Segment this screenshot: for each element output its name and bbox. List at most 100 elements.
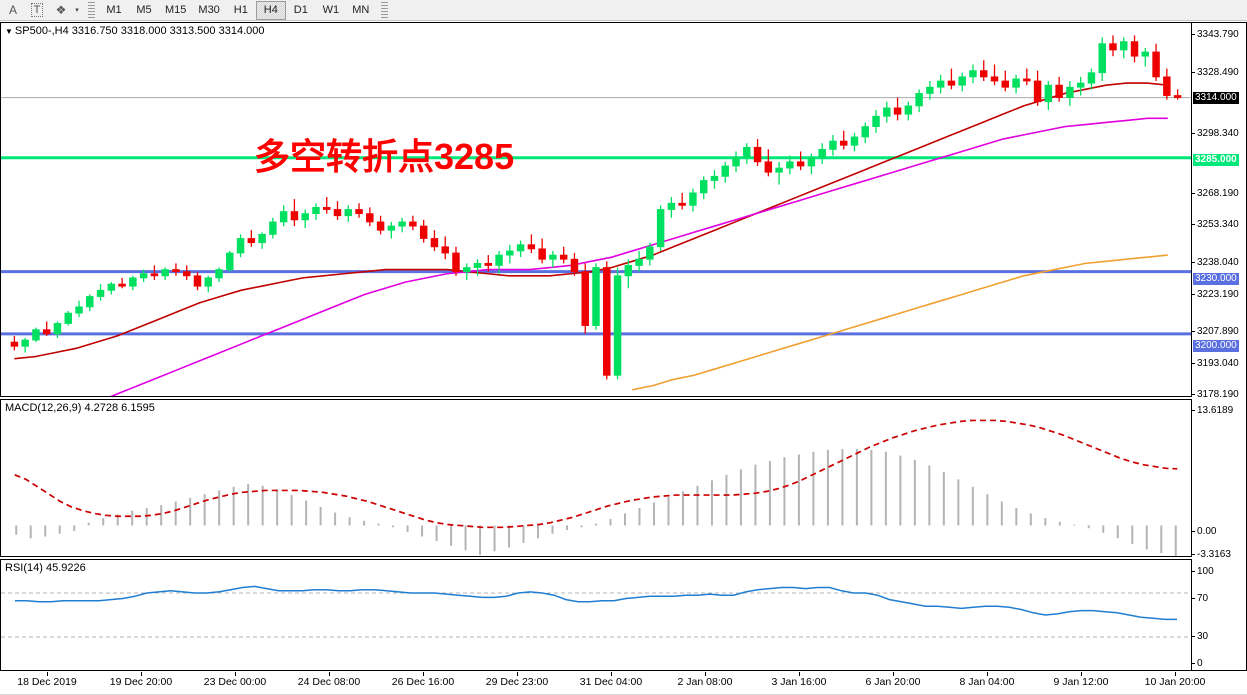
candle bbox=[656, 205, 665, 251]
candle-body bbox=[441, 246, 449, 254]
price-scale-tick: 3268.190 bbox=[1192, 188, 1239, 199]
candle bbox=[678, 192, 686, 210]
candle bbox=[463, 263, 471, 280]
candle-body bbox=[118, 283, 126, 287]
candle-body bbox=[1087, 72, 1096, 84]
time-axis-label: 18 Dec 2019 bbox=[17, 676, 77, 688]
timeframe-d1[interactable]: D1 bbox=[293, 4, 308, 16]
timeframe-mn[interactable]: MN bbox=[352, 4, 370, 16]
candle bbox=[172, 263, 180, 276]
toolbar-grip-handle[interactable] bbox=[88, 1, 95, 19]
macd-pane[interactable]: MACD(12,26,9) 4.2728 6.1595 bbox=[0, 399, 1192, 557]
toolbar-grip-handle-2[interactable] bbox=[380, 1, 388, 19]
candle-body bbox=[613, 275, 622, 376]
candle-body bbox=[64, 312, 72, 324]
objects-dropdown-caret-icon[interactable]: ▾ bbox=[75, 7, 79, 14]
symbol-collapse-caret-icon[interactable]: ▼ bbox=[5, 27, 13, 36]
candle bbox=[980, 60, 988, 82]
rsi-plot[interactable] bbox=[1, 560, 1191, 670]
candle bbox=[387, 221, 396, 239]
timeframe-h4[interactable]: H4 bbox=[255, 0, 286, 20]
candle-body bbox=[1120, 41, 1128, 51]
candle bbox=[743, 143, 751, 164]
candle-body bbox=[1098, 43, 1106, 74]
candle bbox=[441, 236, 449, 260]
candle-body bbox=[872, 115, 880, 128]
font-icon[interactable]: A bbox=[8, 3, 17, 17]
timeframe-m15[interactable]: M15 bbox=[165, 4, 187, 16]
candle bbox=[721, 161, 729, 183]
candle bbox=[581, 263, 589, 334]
candle bbox=[538, 238, 546, 264]
candle-body bbox=[96, 289, 105, 297]
time-axis-label: 23 Dec 00:00 bbox=[203, 676, 267, 688]
timeframe-w1[interactable]: W1 bbox=[322, 4, 340, 16]
support-level-badge-3230[interactable]: 3230.000 bbox=[1193, 273, 1239, 285]
candle-body bbox=[376, 221, 385, 231]
time-axis-tick bbox=[1175, 672, 1176, 676]
candle bbox=[247, 230, 256, 247]
price-scale-tick: 3178.190 bbox=[1192, 389, 1239, 400]
macd-plot[interactable] bbox=[1, 400, 1191, 556]
candle-body bbox=[958, 76, 966, 86]
candle-body bbox=[182, 271, 191, 277]
candle-body bbox=[592, 267, 600, 326]
candle bbox=[118, 277, 126, 289]
candle-body bbox=[226, 252, 234, 270]
candle-body bbox=[107, 283, 116, 291]
support-level-badge-3200[interactable]: 3200.000 bbox=[1193, 340, 1239, 352]
price-pane[interactable]: ▼ SP500-,H4 3316.750 3318.000 3313.500 33… bbox=[0, 22, 1192, 397]
candle-body bbox=[1109, 43, 1117, 51]
candle-body bbox=[678, 202, 686, 206]
candle bbox=[646, 242, 654, 266]
time-axis-tick bbox=[987, 672, 988, 676]
timeframe-m1[interactable]: M1 bbox=[106, 4, 122, 16]
timeframe-m5[interactable]: M5 bbox=[136, 4, 152, 16]
candle bbox=[42, 321, 51, 336]
candle-body bbox=[538, 248, 546, 260]
candle-body bbox=[312, 207, 320, 215]
candle-body bbox=[893, 107, 902, 115]
candle bbox=[1120, 37, 1128, 59]
macd-label: MACD(12,26,9) 4.2728 6.1595 bbox=[5, 402, 155, 414]
candle-body bbox=[990, 76, 999, 82]
candle-body bbox=[753, 146, 762, 163]
moving-average-2 bbox=[632, 254, 1168, 391]
time-axis[interactable]: 18 Dec 2019 19 Dec 20:00 23 Dec 00:00 24 De… bbox=[0, 672, 1247, 695]
rsi-scale-tick: 100 bbox=[1192, 566, 1214, 577]
candle-body bbox=[484, 262, 493, 266]
candle bbox=[430, 230, 439, 251]
candle-body bbox=[279, 211, 288, 223]
timeframe-h1[interactable]: H1 bbox=[233, 4, 248, 16]
candle bbox=[926, 81, 934, 100]
candle-body bbox=[807, 157, 816, 167]
candle bbox=[344, 205, 353, 222]
candle bbox=[495, 250, 503, 274]
candle bbox=[193, 271, 202, 291]
candle bbox=[1001, 70, 1010, 92]
candle-body bbox=[215, 269, 223, 279]
price-scale-tick: 3207.890 bbox=[1192, 326, 1239, 337]
time-axis-tick bbox=[705, 672, 706, 676]
time-axis-label: 10 Jan 20:00 bbox=[1144, 676, 1206, 688]
moving-average-1 bbox=[110, 117, 1168, 396]
candle-body bbox=[1012, 78, 1020, 88]
candle bbox=[1163, 68, 1171, 100]
candle-body bbox=[1055, 84, 1063, 99]
pivot-level-badge[interactable]: 3285.000 bbox=[1193, 154, 1239, 166]
candle bbox=[409, 215, 417, 231]
candle-body bbox=[656, 209, 665, 248]
candle bbox=[236, 234, 245, 258]
candle bbox=[872, 110, 880, 133]
rsi-pane[interactable]: RSI(14) 45.9226 bbox=[0, 559, 1192, 671]
candle bbox=[904, 101, 913, 121]
objects-icon[interactable]: ❖ bbox=[55, 3, 67, 17]
text-label-icon[interactable]: T bbox=[26, 1, 48, 20]
price-scale-axis[interactable]: 3343.790 3328.490 3298.340 3268.190 3253.340… bbox=[1192, 22, 1247, 671]
rsi-label: RSI(14) 45.9226 bbox=[5, 562, 86, 574]
current-price-badge[interactable]: 3314.000 bbox=[1193, 92, 1239, 104]
candle bbox=[506, 244, 514, 264]
timeframe-m30[interactable]: M30 bbox=[198, 4, 220, 16]
price-plot[interactable] bbox=[1, 23, 1191, 396]
candle-body bbox=[969, 70, 977, 78]
